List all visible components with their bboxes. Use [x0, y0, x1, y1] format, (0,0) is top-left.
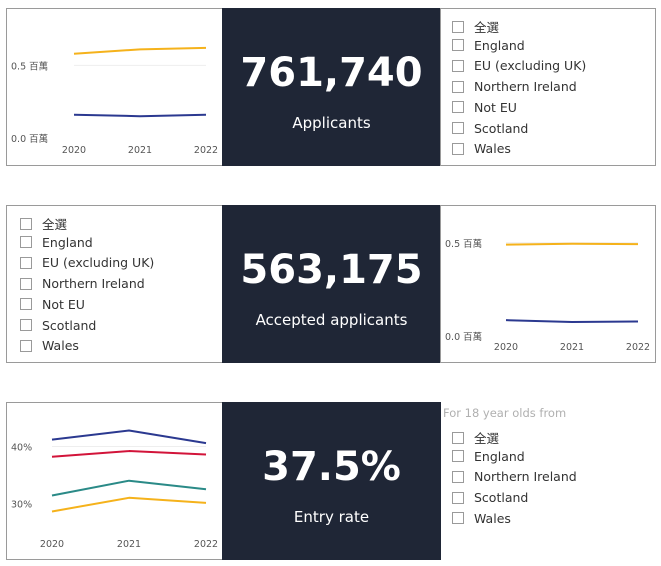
- filter-option[interactable]: Scotland: [452, 121, 528, 136]
- entry-rate-line-chart: 40% 30% 2020 2021 2022: [11, 429, 218, 550]
- x-tick-label: 2022: [626, 342, 650, 353]
- filter-option[interactable]: Wales: [20, 338, 79, 353]
- checkbox[interactable]: [452, 101, 464, 114]
- series-line: [51, 479, 207, 497]
- filter-option-label: Northern Ireland: [474, 469, 577, 485]
- series-line: [73, 46, 207, 55]
- filter-option[interactable]: Northern Ireland: [452, 79, 577, 94]
- filter-option[interactable]: Scotland: [20, 318, 96, 333]
- filter-option-label: Scotland: [474, 120, 529, 136]
- x-tick-label: 2021: [128, 145, 152, 156]
- filter-option[interactable]: England: [452, 449, 525, 464]
- accepted-kpi-card: 563,175 Accepted applicants: [222, 205, 441, 363]
- applicants-region-filter: 全選 England EU (excluding UK) Northern Irela…: [440, 8, 656, 166]
- checkbox[interactable]: [452, 20, 464, 33]
- applicants-chart-panel: 0.5 百萬 0.0 百萬 2020 2021 2022: [6, 8, 223, 166]
- filter-option-label: Northern Ireland: [474, 79, 577, 95]
- applicants-kpi-card: 761,740 Applicants: [222, 8, 441, 166]
- accepted-label: Accepted applicants: [255, 311, 408, 329]
- filter-option-label: Scotland: [42, 317, 97, 333]
- filter-option[interactable]: 全選: [20, 214, 67, 233]
- series-line: [51, 450, 207, 458]
- filter-option-label: Not EU: [42, 296, 85, 312]
- y-tick-label: 0.5 百萬: [445, 238, 482, 250]
- applicants-value: 761,740: [240, 50, 423, 96]
- checkbox[interactable]: [20, 277, 32, 290]
- y-tick-label: 0.5 百萬: [11, 60, 48, 72]
- checkbox[interactable]: [452, 39, 464, 52]
- applicants-label: Applicants: [292, 114, 371, 132]
- filter-option-label: England: [42, 234, 93, 250]
- y-tick-label: 0.0 百萬: [445, 331, 482, 343]
- accepted-value: 563,175: [240, 247, 423, 293]
- x-tick-label: 2021: [560, 342, 584, 353]
- filter-hint: For 18 year olds from: [443, 406, 567, 420]
- checkbox[interactable]: [20, 217, 32, 230]
- filter-option[interactable]: Not EU: [452, 100, 517, 115]
- filter-option-label: England: [474, 448, 525, 464]
- filter-option[interactable]: Northern Ireland: [20, 276, 145, 291]
- applicants-line-chart: 0.5 百萬 0.0 百萬 2020 2021 2022: [11, 46, 218, 156]
- checkbox[interactable]: [452, 142, 464, 155]
- y-tick-label: 30%: [11, 500, 32, 511]
- filter-option-label: England: [474, 37, 525, 53]
- x-tick-label: 2020: [40, 539, 64, 550]
- filter-option-label: 全選: [474, 431, 500, 446]
- series-line: [505, 319, 639, 324]
- checkbox[interactable]: [20, 339, 32, 352]
- entry-rate-value: 37.5%: [262, 444, 401, 490]
- filter-option-label: Not EU: [474, 99, 517, 115]
- x-tick-label: 2022: [194, 539, 218, 550]
- filter-option[interactable]: Wales: [452, 511, 511, 526]
- filter-option-label: EU (excluding UK): [474, 58, 587, 74]
- filter-option[interactable]: Northern Ireland: [452, 469, 577, 484]
- checkbox[interactable]: [20, 236, 32, 249]
- checkbox[interactable]: [452, 122, 464, 134]
- accepted-chart-panel: 0.5 百萬 0.0 百萬 2020 2021 2022: [440, 205, 656, 363]
- filter-option-label: 全選: [42, 217, 68, 232]
- checkbox[interactable]: [452, 470, 464, 483]
- filter-option[interactable]: England: [20, 235, 93, 250]
- x-tick-label: 2021: [117, 539, 141, 550]
- accepted-line-chart: 0.5 百萬 0.0 百萬 2020 2021 2022: [445, 238, 650, 353]
- entry-rate-region-filter: For 18 year olds from 全選 England Northern …: [440, 402, 656, 560]
- filter-option[interactable]: Scotland: [452, 490, 528, 505]
- filter-option[interactable]: EU (excluding UK): [452, 58, 586, 73]
- accepted-region-filter: 全選 England EU (excluding UK) Northern Irela…: [6, 205, 223, 363]
- checkbox[interactable]: [452, 450, 464, 463]
- filter-option-label: Wales: [474, 510, 511, 526]
- filter-option[interactable]: Wales: [452, 141, 511, 156]
- checkbox[interactable]: [452, 431, 464, 444]
- filter-option[interactable]: 全選: [452, 428, 499, 447]
- filter-option-label: Wales: [474, 141, 511, 157]
- series-line: [51, 429, 207, 445]
- filter-option-label: 全選: [474, 20, 500, 35]
- x-tick-label: 2022: [194, 145, 218, 156]
- checkbox[interactable]: [452, 512, 464, 525]
- filter-option[interactable]: 全選: [452, 17, 499, 36]
- x-tick-label: 2020: [494, 342, 518, 353]
- checkbox[interactable]: [20, 298, 32, 311]
- filter-option[interactable]: Not EU: [20, 297, 85, 312]
- series-line: [51, 496, 207, 513]
- filter-option-label: Scotland: [474, 490, 529, 506]
- y-tick-label: 40%: [11, 443, 32, 454]
- x-tick-label: 2020: [62, 145, 86, 156]
- filter-option[interactable]: England: [452, 38, 525, 53]
- y-tick-label: 0.0 百萬: [11, 133, 48, 145]
- checkbox[interactable]: [20, 319, 32, 331]
- checkbox[interactable]: [20, 256, 32, 269]
- checkbox[interactable]: [452, 59, 464, 72]
- entry-rate-kpi-card: 37.5% Entry rate: [222, 402, 441, 560]
- entry-rate-chart-panel: 40% 30% 2020 2021 2022: [6, 402, 223, 560]
- filter-option-label: EU (excluding UK): [42, 255, 155, 271]
- filter-option[interactable]: EU (excluding UK): [20, 255, 154, 270]
- checkbox[interactable]: [452, 80, 464, 93]
- entry-rate-label: Entry rate: [293, 508, 370, 526]
- filter-option-label: Northern Ireland: [42, 276, 145, 292]
- checkbox[interactable]: [452, 491, 464, 504]
- series-line: [73, 113, 207, 118]
- series-line: [505, 242, 639, 246]
- filter-option-label: Wales: [42, 338, 79, 354]
